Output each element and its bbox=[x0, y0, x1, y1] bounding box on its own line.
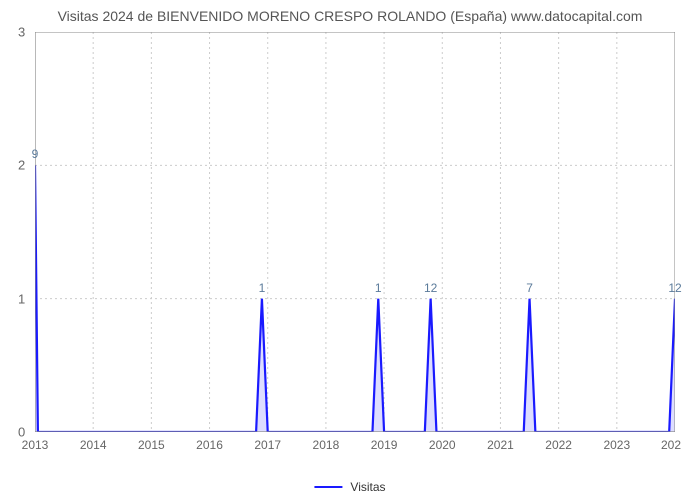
x-tick-label: 2015 bbox=[138, 438, 165, 452]
y-tick-label: 1 bbox=[18, 291, 25, 306]
peak-label: 1 bbox=[375, 281, 382, 295]
x-tick-label: 2021 bbox=[487, 438, 514, 452]
x-tick-label: 2014 bbox=[80, 438, 107, 452]
y-tick-label: 2 bbox=[18, 158, 25, 173]
x-tick-label: 2022 bbox=[545, 438, 572, 452]
x-tick-label: 2023 bbox=[603, 438, 630, 452]
peak-label: 12 bbox=[424, 281, 437, 295]
peak-label: 12 bbox=[668, 281, 681, 295]
x-tick-label: 2013 bbox=[22, 438, 49, 452]
peak-label: 7 bbox=[526, 281, 533, 295]
plot-area bbox=[35, 32, 675, 432]
x-tick-label: 2017 bbox=[254, 438, 281, 452]
legend-text: Visitas bbox=[350, 480, 385, 494]
legend: Visitas bbox=[314, 480, 385, 494]
legend-swatch bbox=[314, 486, 342, 488]
x-tick-label: 202 bbox=[661, 438, 681, 452]
chart-svg bbox=[35, 32, 675, 432]
x-tick-label: 2016 bbox=[196, 438, 223, 452]
x-tick-label: 2019 bbox=[371, 438, 398, 452]
chart-title: Visitas 2024 de BIENVENIDO MORENO CRESPO… bbox=[0, 0, 700, 24]
peak-label: 1 bbox=[259, 281, 266, 295]
y-tick-label: 3 bbox=[18, 25, 25, 40]
chart-container: Visitas 2024 de BIENVENIDO MORENO CRESPO… bbox=[0, 0, 700, 500]
peak-label: 9 bbox=[32, 147, 39, 161]
x-tick-label: 2018 bbox=[313, 438, 340, 452]
x-tick-label: 2020 bbox=[429, 438, 456, 452]
